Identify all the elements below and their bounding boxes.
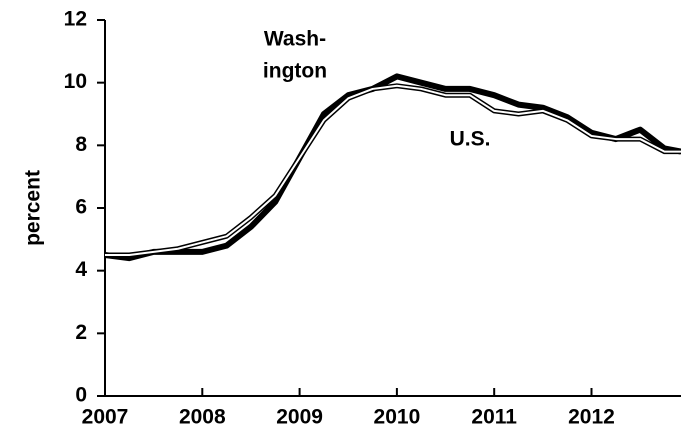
x-tick-label: 2011 bbox=[471, 406, 517, 429]
y-tick-label: 8 bbox=[75, 133, 87, 156]
x-tick-label: 2010 bbox=[374, 406, 421, 429]
line bbox=[105, 84, 681, 256]
annotation: ington bbox=[263, 60, 327, 83]
annotation: Wash- bbox=[264, 28, 326, 51]
x-tick-label: 2009 bbox=[276, 406, 323, 429]
y-tick-label: 12 bbox=[64, 8, 87, 31]
x-tick-label: 2007 bbox=[82, 406, 129, 429]
y-tick-label: 4 bbox=[75, 258, 87, 281]
y-tick-label: 10 bbox=[64, 70, 87, 93]
y-tick-label: 6 bbox=[75, 196, 87, 219]
line bbox=[104, 73, 681, 262]
y-tick-label: 0 bbox=[75, 384, 87, 407]
x-tick-label: 2012 bbox=[568, 406, 615, 429]
line-outline bbox=[105, 83, 681, 258]
y-axis-label: percent bbox=[22, 170, 45, 246]
annotation: U.S. bbox=[450, 128, 491, 151]
y-tick-label: 2 bbox=[75, 321, 87, 344]
x-tick-label: 2008 bbox=[179, 406, 226, 429]
